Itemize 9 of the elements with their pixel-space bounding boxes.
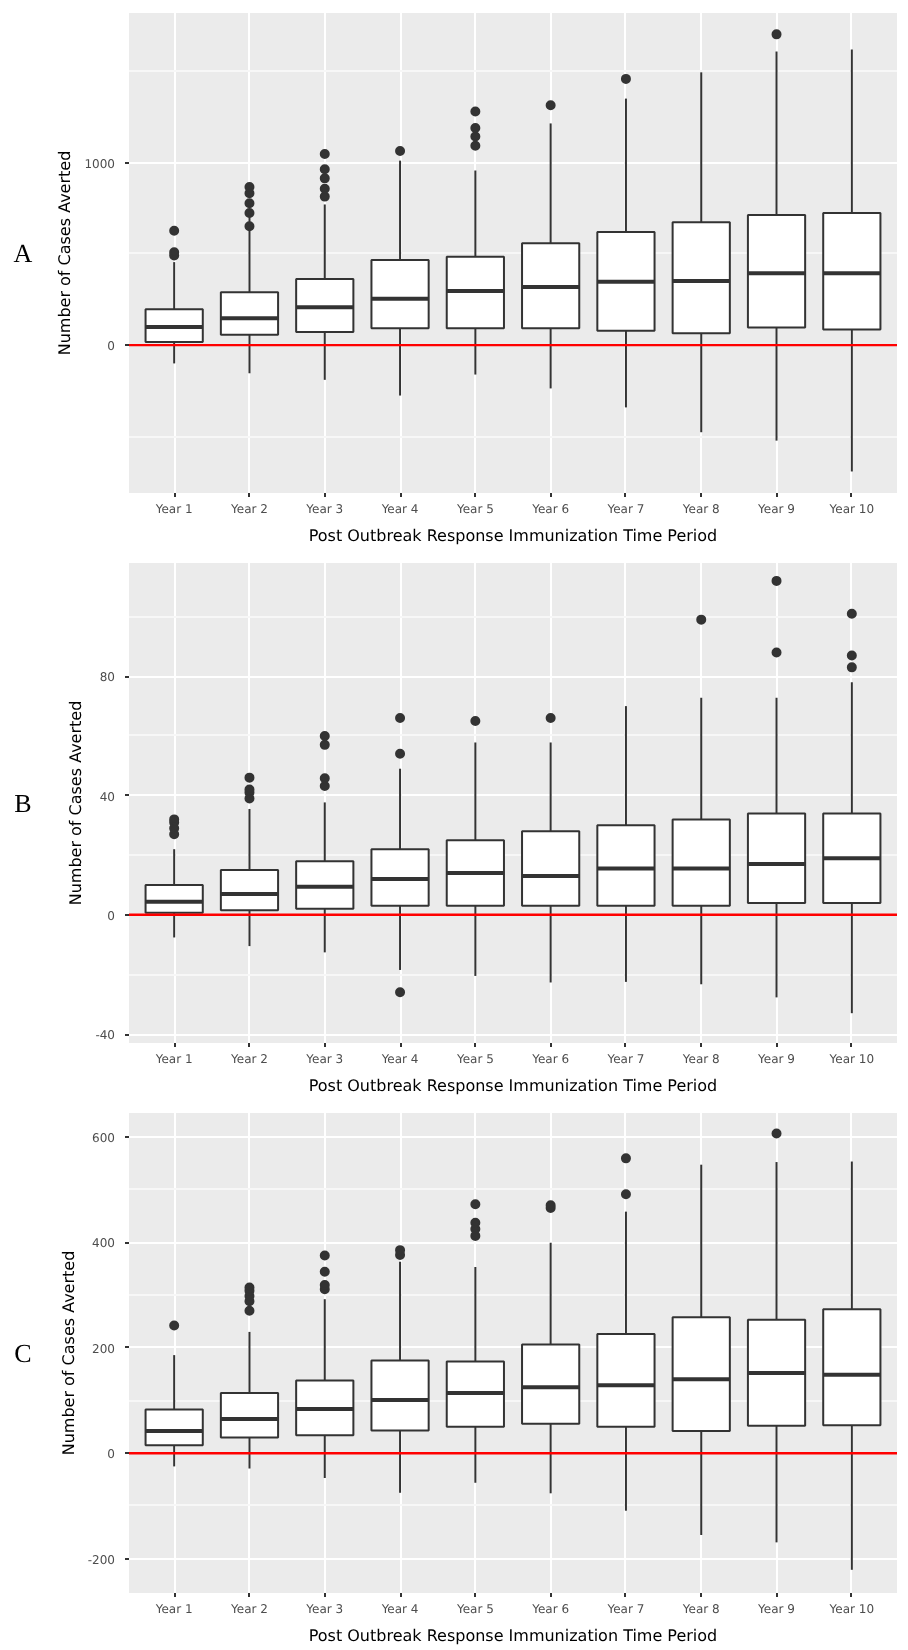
x-axis-title: Post Outbreak Response Immunization Time Period: [308, 527, 718, 545]
text: A: [13, 238, 34, 268]
text: C: [14, 1338, 32, 1368]
x-axis-title: Post Outbreak Response Immunization Time Period: [308, 1627, 718, 1645]
y-axis-title: Number of Cases Averted: [67, 700, 86, 906]
x-axis-title: Post Outbreak Response Immunization Time Period: [308, 1077, 718, 1095]
y-axis-title: Number of Cases Averted: [56, 150, 75, 356]
y-axis-title: Number of Cases Averted: [59, 1250, 78, 1456]
text: B: [14, 788, 33, 818]
